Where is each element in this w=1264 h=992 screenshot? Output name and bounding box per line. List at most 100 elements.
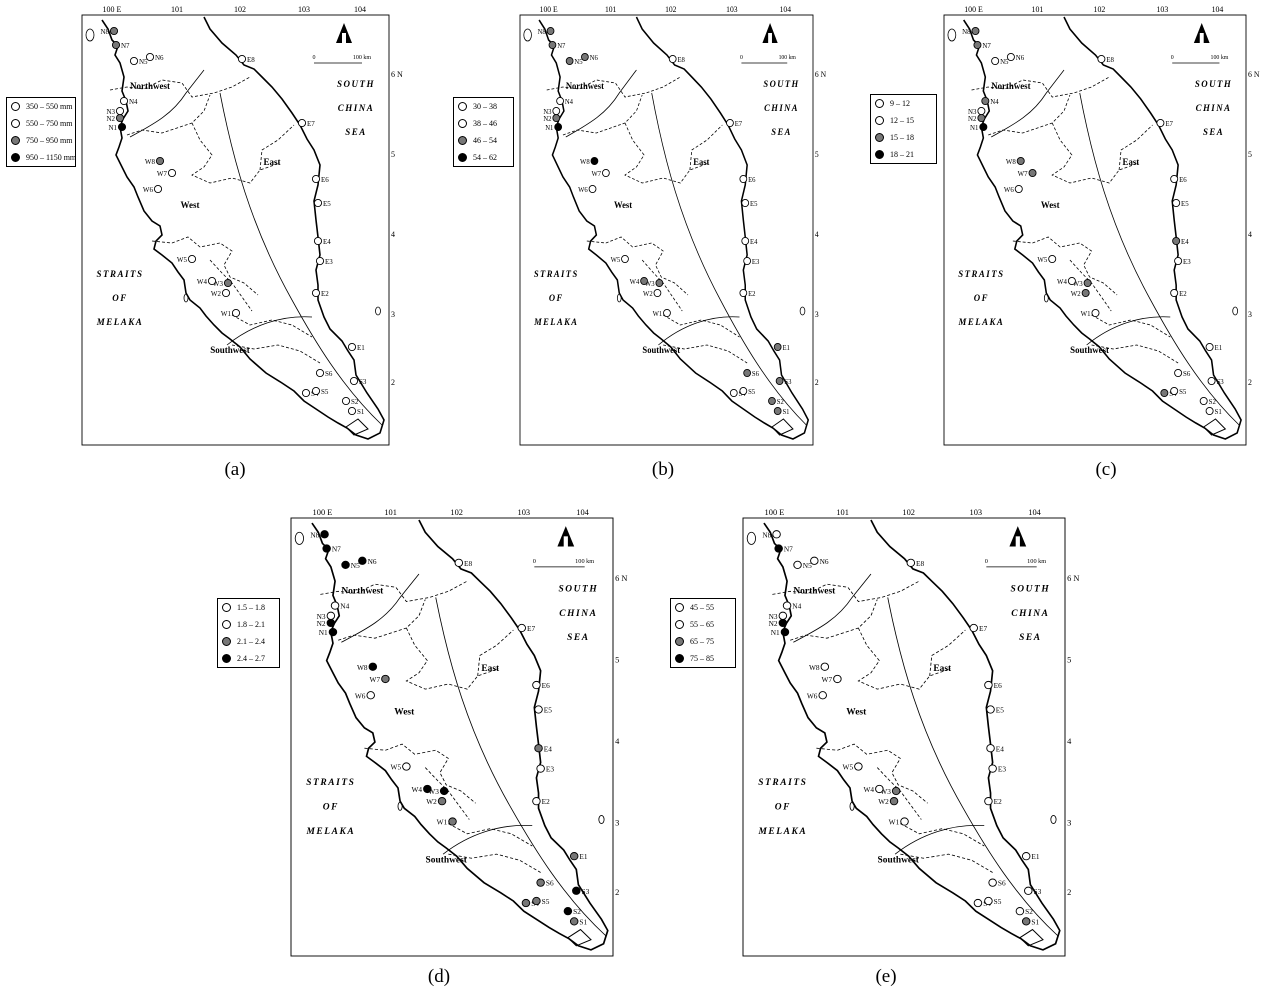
sea-label: CHINA: [338, 103, 375, 113]
station-label: E1: [579, 853, 588, 861]
island: [799, 306, 806, 316]
station-label: E7: [527, 625, 536, 633]
region-label: Southwest: [642, 345, 680, 355]
island: [746, 531, 757, 545]
strait-label: STRAITS: [96, 269, 143, 279]
station-marker: [977, 106, 986, 116]
longitude-label: 104: [780, 5, 792, 14]
strait-label: OF: [974, 293, 989, 303]
legend-item: 1.8 – 2.1: [218, 616, 279, 633]
strait-label: OF: [323, 802, 339, 812]
station-marker: [552, 113, 561, 123]
sea-label: SOUTH: [1010, 584, 1050, 594]
station-label: W6: [143, 186, 154, 194]
station-label: E4: [323, 238, 331, 246]
longitude-label: 104: [576, 508, 589, 517]
station-label: W2: [211, 290, 222, 298]
caption-b: (b): [651, 459, 675, 480]
legend-label: 350 – 550 mm: [26, 102, 73, 111]
station-marker: [973, 898, 983, 908]
singapore-island: [771, 418, 794, 436]
station-marker: [741, 198, 750, 208]
island: [598, 815, 605, 824]
latitude-label: 3: [1067, 819, 1071, 828]
legend-c: 9 – 12 12 – 15 15 – 18 18 – 21: [870, 94, 937, 164]
station-marker: [590, 156, 599, 166]
latitude-label: 5: [1067, 656, 1071, 665]
station-marker: [326, 611, 336, 620]
map-svg: 100 E 101 102 103 104 6 N 5 4 3 2 0 100 km SOUTH CHIN…: [742, 508, 1079, 957]
longitude-label: 102: [665, 5, 677, 14]
station-marker: [778, 611, 788, 620]
station-marker: [532, 896, 541, 906]
state-boundary: [1118, 124, 1153, 171]
legend-label: 45 – 55: [690, 603, 714, 612]
station-marker: [546, 26, 555, 36]
station-marker: [311, 288, 321, 298]
legend-label: 750 – 950 mm: [26, 136, 73, 145]
state-boundary: [109, 76, 251, 98]
legend-item: 46 – 54: [454, 132, 513, 149]
station-label: S3: [784, 379, 792, 386]
legend-label: 12 – 15: [890, 116, 914, 125]
map-svg: 100 E 101 102 103 104 6 N 5 4 3 2 0 100 km SOUTH CHIN…: [81, 5, 403, 446]
latitude-label: 4: [615, 737, 619, 746]
station-label: W2: [1071, 290, 1081, 298]
station-label: N1: [771, 629, 780, 637]
state-boundary: [929, 629, 966, 676]
station-label: E6: [1179, 176, 1187, 184]
station-marker: [402, 762, 411, 771]
station-marker: [237, 54, 247, 64]
station-label: N4: [792, 603, 801, 611]
station-label: W8: [357, 664, 368, 672]
station-label: N2: [106, 115, 115, 123]
station-marker: [655, 278, 664, 288]
station-label: S1: [357, 408, 365, 416]
legend-swatch: [222, 654, 231, 663]
longitude-label: 101: [384, 508, 397, 517]
station-marker: [439, 786, 449, 796]
station-marker: [780, 627, 790, 637]
state-boundary: [259, 124, 295, 171]
island: [523, 28, 532, 42]
strait-label: MELAKA: [958, 317, 1005, 327]
station-label: E1: [1215, 344, 1223, 352]
station-label: N5: [1000, 58, 1009, 66]
station-label: W7: [1018, 170, 1028, 178]
station-marker: [297, 118, 307, 128]
sea-label: SEA: [771, 127, 792, 137]
station-label: N3: [317, 613, 326, 621]
station-marker: [155, 156, 165, 166]
station-label: E5: [1181, 200, 1189, 208]
station-marker: [552, 106, 561, 116]
region-boundary-northwest: [129, 69, 205, 138]
station-label: E4: [1181, 238, 1189, 246]
station-marker: [668, 54, 677, 64]
region-boundary-southwest: [894, 824, 985, 855]
strait-label: OF: [549, 293, 564, 303]
region-label: Southwest: [210, 345, 250, 355]
latitude-label: 4: [815, 230, 819, 239]
station-marker: [330, 601, 340, 610]
station-label: W6: [807, 692, 818, 700]
station-marker: [1021, 852, 1031, 861]
station-label: S3: [359, 378, 367, 386]
state-boundary: [900, 823, 985, 847]
legend-swatch: [458, 153, 467, 162]
strait-label: MELAKA: [96, 317, 144, 327]
station-marker: [1172, 198, 1181, 208]
station-marker: [1170, 174, 1179, 184]
station-marker: [1021, 917, 1031, 926]
coastline: [538, 16, 810, 440]
station-label: E6: [542, 682, 551, 690]
station-marker: [778, 618, 788, 628]
station-label: E2: [1179, 290, 1187, 298]
station-marker: [988, 764, 997, 773]
island: [1050, 815, 1057, 824]
station-label: W8: [580, 159, 590, 166]
station-label: E1: [1031, 853, 1040, 861]
station-marker: [517, 623, 526, 633]
station-label: S2: [351, 398, 359, 406]
longitude-label: 102: [450, 508, 463, 517]
station-marker: [563, 907, 573, 916]
